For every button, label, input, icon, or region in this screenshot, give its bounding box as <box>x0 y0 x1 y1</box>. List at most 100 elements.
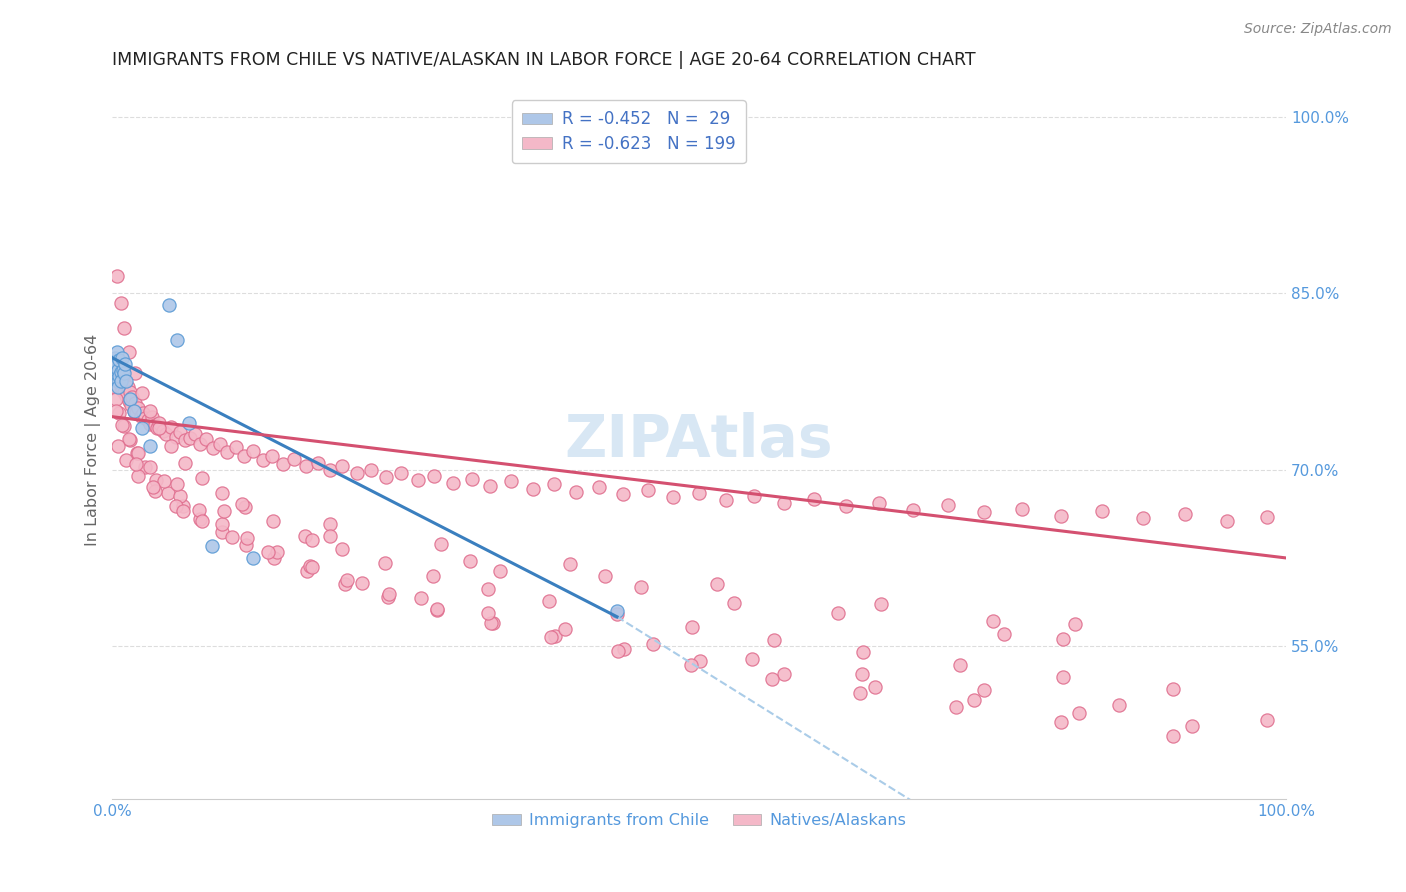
Point <box>105 362 128 376</box>
Point <box>110 375 132 389</box>
Point <box>118 392 141 406</box>
Point <box>744 489 766 503</box>
Point <box>588 480 610 494</box>
Point <box>139 439 162 453</box>
Point <box>1216 515 1239 529</box>
Point <box>637 483 659 497</box>
Point <box>104 362 127 376</box>
Point <box>165 430 187 444</box>
Text: Source: ZipAtlas.com: Source: ZipAtlas.com <box>1244 22 1392 37</box>
Point <box>901 502 924 516</box>
Point <box>111 362 134 376</box>
Point <box>543 476 565 491</box>
Point <box>1049 508 1071 523</box>
Point <box>166 333 188 347</box>
Text: IMMIGRANTS FROM CHILE VS NATIVE/ALASKAN IN LABOR FORCE | AGE 20-64 CORRELATION C: IMMIGRANTS FROM CHILE VS NATIVE/ALASKAN … <box>112 51 976 69</box>
Point <box>111 383 134 397</box>
Point <box>763 633 786 648</box>
Point <box>242 550 264 565</box>
Point <box>1256 509 1278 524</box>
Point <box>851 667 873 681</box>
Point <box>422 568 444 582</box>
Point <box>540 630 562 644</box>
Point <box>426 601 449 615</box>
Point <box>662 490 685 504</box>
Point <box>298 559 321 574</box>
Point <box>174 456 197 470</box>
Point <box>111 417 134 432</box>
Point <box>202 442 225 456</box>
Point <box>155 427 177 442</box>
Point <box>283 452 305 467</box>
Point <box>118 434 141 448</box>
Point <box>143 483 166 498</box>
Point <box>252 453 274 467</box>
Point <box>139 460 162 475</box>
Point <box>139 417 162 431</box>
Y-axis label: In Labor Force | Age 20-64: In Labor Force | Age 20-64 <box>86 334 101 547</box>
Point <box>115 453 138 467</box>
Point <box>430 537 453 551</box>
Point <box>307 456 329 470</box>
Point <box>108 353 131 368</box>
Point <box>835 499 858 513</box>
Point <box>863 681 886 695</box>
Point <box>122 404 145 418</box>
Point <box>852 645 875 659</box>
Point <box>104 351 127 365</box>
Point <box>706 577 728 591</box>
Point <box>761 672 783 686</box>
Point <box>125 446 148 460</box>
Point <box>481 615 503 630</box>
Point <box>1052 670 1074 684</box>
Point <box>145 473 167 487</box>
Point <box>139 404 162 418</box>
Point <box>772 667 794 681</box>
Point <box>127 446 149 460</box>
Point <box>377 590 399 604</box>
Point <box>688 486 710 500</box>
Point <box>111 351 134 365</box>
Point <box>225 440 247 454</box>
Point <box>803 492 825 507</box>
Point <box>868 495 890 509</box>
Point <box>107 375 129 389</box>
Point <box>211 486 233 500</box>
Point <box>554 622 576 636</box>
Point <box>606 607 628 622</box>
Point <box>1161 729 1184 743</box>
Point <box>378 587 401 601</box>
Point <box>120 398 142 412</box>
Point <box>772 495 794 509</box>
Point <box>271 457 294 471</box>
Point <box>165 499 187 513</box>
Point <box>689 655 711 669</box>
Point <box>190 471 212 485</box>
Point <box>107 375 129 389</box>
Point <box>172 504 194 518</box>
Point <box>262 515 284 529</box>
Point <box>107 439 129 453</box>
Point <box>477 606 499 620</box>
Point <box>949 658 972 673</box>
Point <box>558 557 581 571</box>
Point <box>945 700 967 714</box>
Point <box>460 554 482 568</box>
Point <box>301 560 323 574</box>
Point <box>107 362 129 376</box>
Point <box>332 541 354 556</box>
Point <box>1132 511 1154 525</box>
Point <box>741 652 763 666</box>
Point <box>1052 632 1074 647</box>
Point <box>129 409 152 423</box>
Point <box>613 641 636 656</box>
Point <box>125 406 148 420</box>
Point <box>565 485 588 500</box>
Point <box>406 473 429 487</box>
Point <box>295 459 318 474</box>
Point <box>318 463 340 477</box>
Point <box>146 421 169 435</box>
Point <box>127 401 149 416</box>
Point <box>108 406 131 420</box>
Point <box>963 693 986 707</box>
